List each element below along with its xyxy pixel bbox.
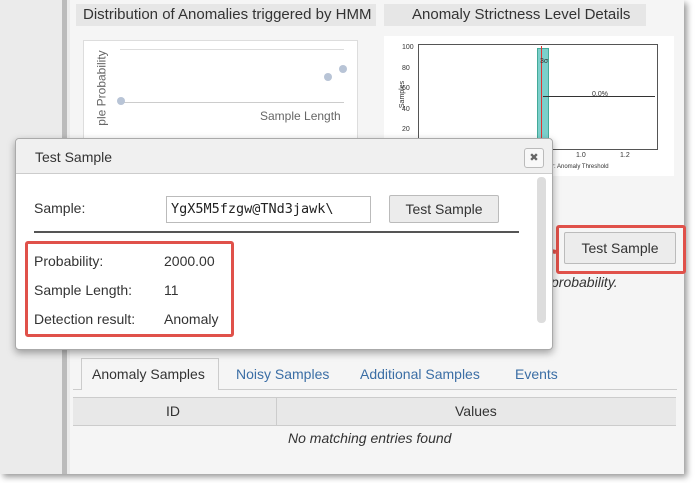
y-tick-label: 40	[402, 105, 410, 113]
x-label: r: Anomaly Threshold	[552, 164, 609, 170]
result-value: 2000.00	[164, 253, 215, 269]
highlight	[556, 225, 686, 274]
y-tick-label: 20	[402, 126, 410, 133]
x-axis	[120, 102, 344, 103]
x-label: Sample Length	[260, 109, 341, 123]
test-sample-button[interactable]: Test Sample	[564, 232, 676, 264]
header-bg	[384, 4, 646, 26]
scrollbar[interactable]	[537, 177, 546, 323]
grid-line	[120, 49, 344, 50]
threshold-line	[541, 46, 542, 148]
tab[interactable]: Anomaly Samples	[92, 366, 205, 382]
test-sample-button[interactable]: Test Sample	[389, 195, 499, 223]
header-bg	[76, 4, 376, 26]
x-tick-label: 1.2	[620, 152, 630, 159]
highlight	[25, 241, 234, 337]
tab[interactable]: Noisy Samples	[236, 366, 330, 382]
y-tick-label: 100	[402, 44, 414, 51]
divider	[276, 397, 277, 425]
column-header[interactable]: Values	[455, 403, 497, 419]
point	[117, 97, 125, 105]
point	[324, 73, 332, 81]
separator	[34, 231, 519, 233]
tab[interactable]: Events	[515, 366, 558, 382]
percent-label: 0.0%	[592, 91, 608, 98]
empty-row: No matching entries found	[288, 430, 452, 446]
section-title: Anomaly Strictness Level Details	[412, 6, 631, 23]
left-chart: ple Probability Sample Length	[83, 40, 358, 142]
y-tick-label: 60	[402, 85, 410, 92]
label: Sample:	[34, 200, 86, 216]
point	[339, 65, 347, 73]
tab[interactable]: Additional Samples	[360, 366, 480, 382]
text: probability.	[551, 274, 618, 290]
result-label: Detection result:	[34, 311, 136, 327]
tab-line	[73, 389, 677, 390]
section-title: Distribution of Anomalies triggered by H…	[83, 6, 372, 23]
result-label: Sample Length:	[34, 282, 133, 298]
active-tab[interactable]	[81, 358, 219, 390]
y-label: ple Probability	[94, 50, 109, 126]
dialog: Test Sample ✖ Sample: YgX5M5fzgw@TNd3jaw…	[15, 138, 553, 350]
arrow	[543, 96, 655, 97]
sigma-label: 3σ	[540, 58, 549, 65]
x-tick-label: 1.0	[576, 152, 586, 159]
dialog-header	[16, 139, 552, 174]
result-value: 11	[164, 282, 179, 298]
y-tick-label: 80	[402, 64, 410, 72]
result-label: Probability:	[34, 253, 104, 269]
column-header[interactable]: ID	[166, 403, 180, 419]
dialog-title: Test Sample	[35, 149, 113, 165]
result-value: Anomaly	[164, 311, 219, 327]
close-button[interactable]: ✖	[524, 148, 544, 168]
sample-input[interactable]: YgX5M5fzgw@TNd3jawk\	[166, 196, 371, 223]
table-header	[73, 397, 676, 426]
